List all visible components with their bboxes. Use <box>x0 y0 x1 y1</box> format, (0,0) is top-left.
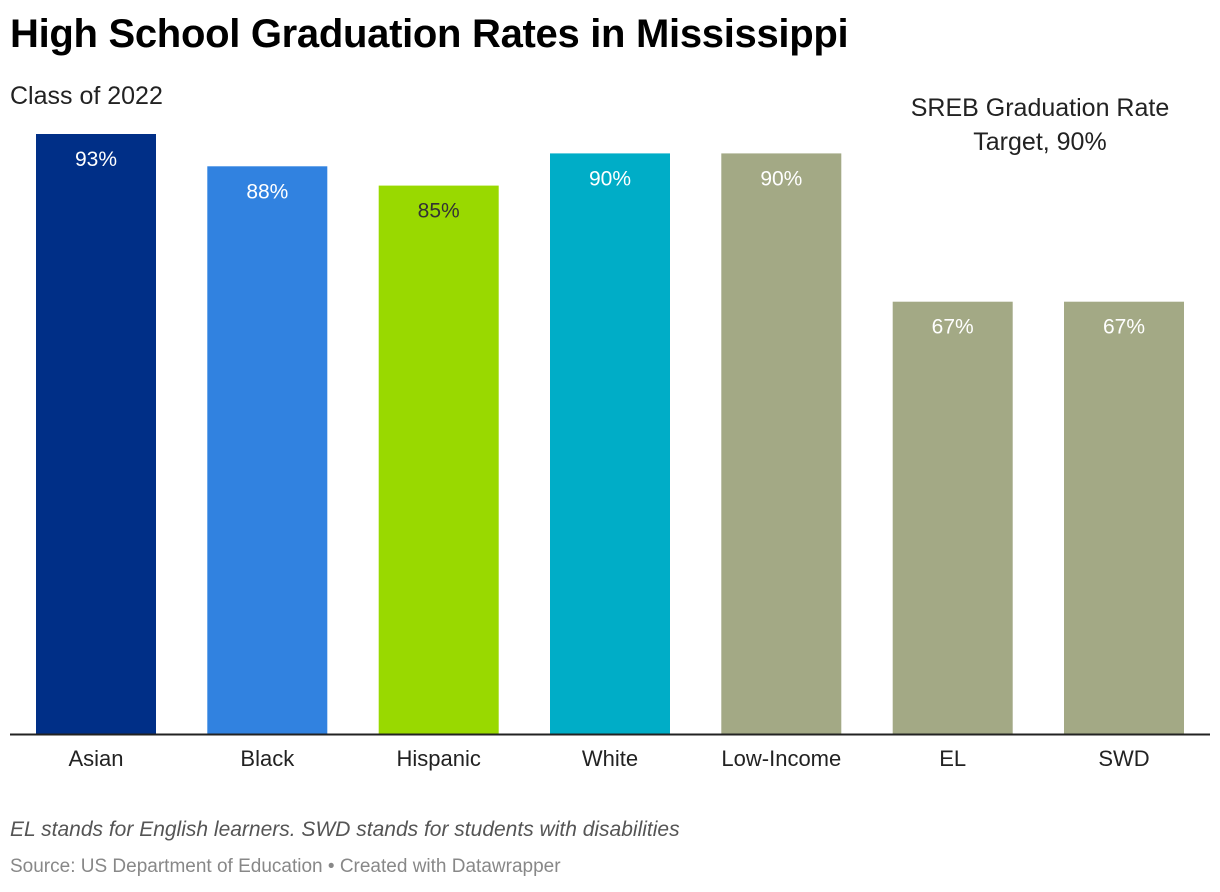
bar-black <box>207 166 328 735</box>
chart-subtitle: Class of 2022 <box>10 82 163 110</box>
value-label: 93% <box>75 148 117 171</box>
bar-el <box>892 301 1013 734</box>
chart-source: Source: US Department of Education • Cre… <box>10 856 561 877</box>
bar-low-income <box>721 153 842 734</box>
value-label: 90% <box>589 167 631 190</box>
category-label: SWD <box>1098 746 1149 771</box>
value-label: 67% <box>932 316 974 339</box>
category-label: Asian <box>68 746 123 771</box>
category-label: Black <box>240 746 295 771</box>
bar-asian <box>36 134 156 734</box>
value-label: 88% <box>246 180 288 203</box>
category-label: Hispanic <box>396 746 480 771</box>
value-label: 85% <box>418 200 460 223</box>
chart-note: EL stands for English learners. SWD stan… <box>10 818 680 841</box>
target-annotation: SREB Graduation Rate Target, 90% <box>880 91 1200 159</box>
chart-title: High School Graduation Rates in Mississi… <box>10 12 849 56</box>
bar-swd <box>1064 301 1184 734</box>
category-label: Low-Income <box>721 746 841 771</box>
target-annotation-line2: Target, 90% <box>973 128 1107 156</box>
bar-hispanic <box>378 185 499 735</box>
value-label: 67% <box>1103 316 1145 339</box>
target-annotation-line1: SREB Graduation Rate <box>910 94 1170 122</box>
bar-white <box>550 153 670 734</box>
category-label: White <box>582 746 638 771</box>
category-label: EL <box>939 746 966 771</box>
value-label: 90% <box>760 167 802 190</box>
